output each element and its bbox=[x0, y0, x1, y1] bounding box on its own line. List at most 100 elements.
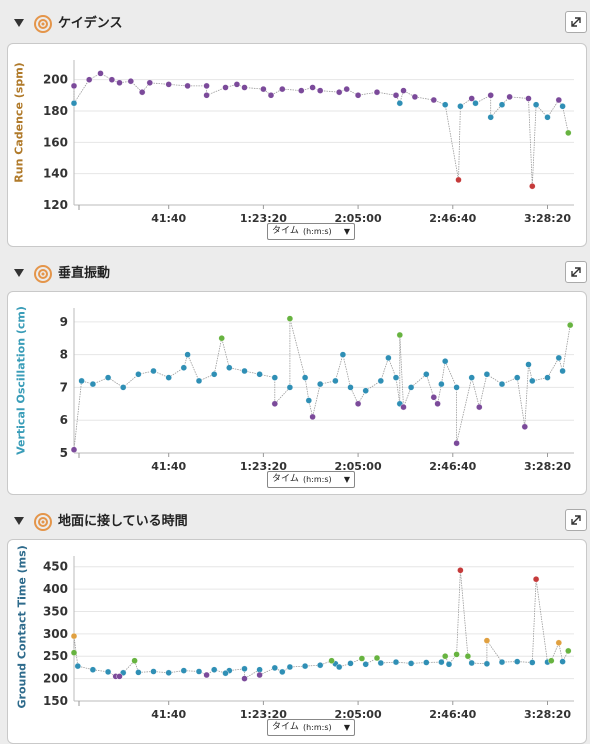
data-point bbox=[180, 667, 188, 674]
data-point bbox=[565, 129, 572, 137]
data-point bbox=[532, 101, 540, 108]
data-point bbox=[548, 657, 555, 664]
y-tick-label: 200 bbox=[43, 672, 68, 686]
y-tick-label: 250 bbox=[43, 649, 68, 663]
data-point bbox=[438, 658, 445, 666]
x-tick-label: 2:05:00 bbox=[335, 460, 382, 473]
data-point bbox=[423, 659, 430, 666]
chevron-down-icon: ▼ bbox=[343, 227, 350, 236]
data-point bbox=[400, 403, 407, 411]
data-point bbox=[476, 403, 483, 411]
section-header: ケイデンス bbox=[0, 8, 590, 40]
y-axis-label: Run Cadence (spm) bbox=[12, 62, 26, 183]
data-point bbox=[70, 649, 78, 656]
collapse-toggle-icon[interactable] bbox=[14, 269, 24, 277]
data-point bbox=[85, 76, 93, 83]
vertical-oscillation-section: 垂直振動 5 6 7 8 9 41:40 1:23:20 2:05:00 2:46:40 3:28… bbox=[0, 256, 590, 496]
data-point bbox=[354, 92, 362, 99]
data-point bbox=[210, 666, 218, 673]
data-point bbox=[514, 374, 521, 381]
data-point bbox=[385, 354, 392, 362]
data-point bbox=[165, 81, 172, 88]
data-point bbox=[165, 374, 172, 381]
data-point bbox=[78, 377, 85, 385]
data-point bbox=[430, 96, 437, 104]
data-point bbox=[336, 89, 343, 96]
data-point bbox=[119, 384, 127, 391]
data-point bbox=[184, 82, 191, 90]
x-tick-label: 2:46:40 bbox=[429, 708, 476, 721]
y-axis-label: Vertical Oscillation (cm) bbox=[14, 306, 28, 455]
data-point bbox=[131, 657, 138, 664]
x-tick-label: 1:23:20 bbox=[240, 212, 287, 225]
data-point bbox=[150, 367, 157, 375]
data-point bbox=[218, 335, 225, 342]
data-point bbox=[271, 664, 278, 672]
collapse-toggle-icon[interactable] bbox=[14, 517, 24, 525]
section-title: 地面に接している時間 bbox=[58, 514, 188, 529]
data-point bbox=[483, 637, 491, 644]
y-tick-label: 160 bbox=[43, 135, 68, 149]
data-point bbox=[559, 658, 566, 665]
data-point bbox=[453, 651, 460, 658]
data-point bbox=[411, 93, 419, 101]
expand-icon bbox=[571, 17, 581, 27]
expand-button[interactable] bbox=[565, 509, 587, 531]
time-dropdown[interactable]: タイム (h:m:s) ▼ bbox=[267, 719, 355, 736]
data-point bbox=[343, 85, 350, 93]
data-point bbox=[392, 658, 400, 666]
data-point bbox=[362, 661, 369, 668]
y-tick-label: 9 bbox=[60, 315, 68, 329]
data-point bbox=[453, 384, 460, 391]
data-point bbox=[392, 92, 400, 99]
data-point bbox=[377, 659, 384, 667]
data-point bbox=[565, 647, 572, 655]
data-point bbox=[317, 380, 324, 388]
data-point bbox=[309, 84, 316, 91]
expand-icon bbox=[571, 515, 581, 525]
data-point bbox=[347, 384, 354, 391]
x-tick-label: 41:40 bbox=[151, 212, 186, 225]
data-point bbox=[195, 377, 203, 385]
expand-button[interactable] bbox=[565, 261, 587, 283]
data-point bbox=[298, 87, 305, 94]
data-point bbox=[97, 70, 104, 77]
data-point bbox=[279, 668, 286, 676]
data-point bbox=[434, 400, 441, 408]
data-point bbox=[483, 371, 491, 378]
series-line bbox=[73, 570, 569, 680]
data-point bbox=[468, 374, 475, 381]
y-tick-label: 8 bbox=[60, 348, 68, 362]
x-tick-label: 1:23:20 bbox=[240, 460, 287, 473]
data-point bbox=[328, 657, 335, 664]
vertical-oscillation-chart: 5 6 7 8 9 41:40 1:23:20 2:05:00 2:46:40 3:28:20 bbox=[60, 308, 574, 473]
data-point bbox=[70, 82, 78, 90]
dropdown-text: タイム bbox=[272, 226, 299, 236]
data-point bbox=[400, 87, 407, 94]
data-point bbox=[150, 668, 157, 675]
section-title: ケイデンス bbox=[58, 16, 123, 31]
data-point bbox=[532, 576, 540, 583]
data-point bbox=[498, 101, 506, 108]
data-point bbox=[544, 374, 551, 381]
data-point bbox=[222, 84, 229, 91]
data-point bbox=[203, 671, 210, 679]
data-point bbox=[271, 374, 278, 381]
data-point bbox=[555, 96, 562, 104]
x-tick-label: 3:28:20 bbox=[524, 708, 571, 721]
time-dropdown[interactable]: タイム (h:m:s) ▼ bbox=[267, 223, 355, 240]
data-point bbox=[567, 321, 574, 329]
data-point bbox=[529, 182, 536, 190]
expand-button[interactable] bbox=[565, 11, 587, 33]
x-tick-label: 2:46:40 bbox=[429, 212, 476, 225]
data-point bbox=[127, 78, 135, 85]
y-tick-label: 300 bbox=[43, 627, 68, 641]
time-dropdown[interactable]: タイム (h:m:s) ▼ bbox=[267, 471, 355, 488]
data-point bbox=[472, 100, 479, 107]
data-point bbox=[70, 446, 78, 453]
collapse-toggle-icon[interactable] bbox=[14, 19, 24, 27]
x-tick-label: 3:28:20 bbox=[524, 460, 571, 473]
data-point bbox=[89, 380, 97, 388]
chart-panel: 5 6 7 8 9 41:40 1:23:20 2:05:00 2:46:40 3:28:20 V… bbox=[7, 291, 587, 495]
y-tick-label: 450 bbox=[43, 560, 68, 574]
